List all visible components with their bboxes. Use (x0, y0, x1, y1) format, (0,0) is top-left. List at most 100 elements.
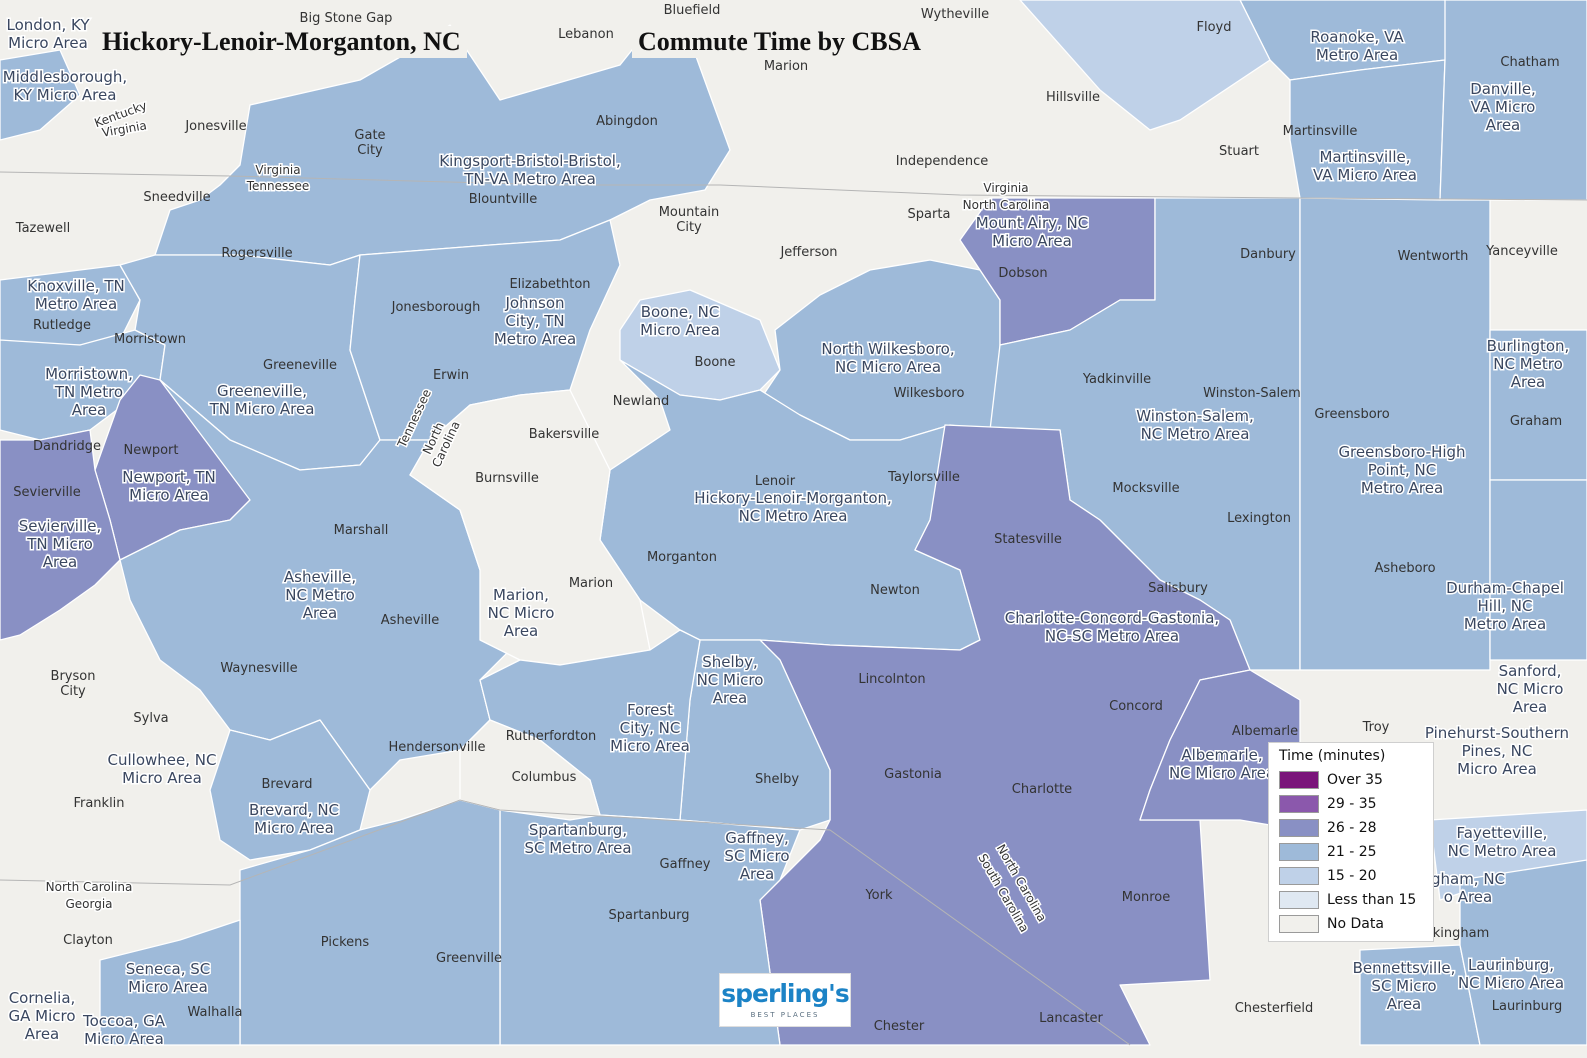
city-label: Concord (1109, 699, 1163, 714)
city-label: Marion (764, 59, 808, 74)
city-label: Greenville (436, 951, 502, 966)
legend-row: 15 - 20 (1279, 866, 1377, 886)
region-charlotte (759, 424, 1251, 1046)
area-label: Newport, TN Micro Area (122, 468, 215, 504)
border-va-tn (0, 171, 720, 186)
city-label: Mountain City (659, 205, 720, 235)
city-label: Newport (123, 443, 178, 458)
area-label: Durham-Chapel Hill, NC Metro Area (1446, 579, 1564, 633)
city-label: Morristown (114, 332, 186, 347)
area-label: Roanoke, VA Metro Area (1310, 28, 1404, 64)
city-label: York (864, 888, 893, 903)
region-seneca (99, 919, 241, 1046)
area-label: Greensboro-High Point, NC Metro Area (1338, 443, 1465, 497)
city-label: Erwin (433, 368, 469, 383)
legend-row: Less than 15 (1279, 890, 1416, 910)
city-label: Clayton (63, 933, 113, 948)
city-label: Hendersonville (388, 740, 485, 755)
city-label: Abingdon (596, 114, 658, 129)
city-label: Shelby (755, 772, 799, 787)
region-laurinburg (1459, 859, 1587, 1046)
city-label: Jefferson (779, 245, 837, 260)
region-albemarle (1139, 669, 1301, 831)
area-label: Cornelia, GA Micro Area (8, 989, 75, 1043)
city-label: Graham (1510, 414, 1562, 429)
legend-label: 15 - 20 (1327, 868, 1377, 884)
city-label: Marshall (334, 523, 389, 538)
region-burlington (1489, 329, 1587, 481)
city-label: Brevard (261, 777, 312, 792)
legend-label: 26 - 28 (1327, 820, 1377, 836)
city-label: Dobson (998, 266, 1047, 281)
city-label: Spartanburg (609, 908, 690, 923)
area-label: Marion, NC Micro Area (488, 586, 555, 640)
region-middlesborough (0, 49, 81, 141)
area-label: Kingsport-Bristol-Bristol, TN-VA Metro Ar… (439, 152, 620, 188)
legend-title: Time (minutes) (1279, 748, 1386, 764)
city-label: Yanceyville (1485, 244, 1558, 259)
area-label: Martinsville, VA Micro Area (1313, 148, 1417, 184)
city-label: Yadkinville (1082, 372, 1151, 387)
area-label: Pinehurst-Southern Pines, NC Micro Area (1425, 724, 1569, 778)
city-label: Albemarle (1232, 724, 1298, 739)
area-label: Spartanburg, SC Metro Area (524, 821, 631, 857)
city-label: Mocksville (1112, 481, 1179, 496)
city-label: Greensboro (1314, 407, 1389, 422)
area-label: Knoxville, TN Metro Area (27, 277, 124, 313)
city-label: Big Stone Gap (300, 11, 393, 26)
city-label: Danbury (1240, 247, 1296, 262)
city-label: Stuart (1219, 144, 1259, 159)
legend-swatch (1279, 867, 1319, 885)
area-label: Asheville, NC Metro Area (284, 568, 356, 622)
state-label: Virginia (983, 181, 1028, 195)
legend-swatch (1279, 843, 1319, 861)
legend-swatch (1279, 891, 1319, 909)
area-label: Mount Airy, NC Micro Area (976, 214, 1089, 250)
city-label: Columbus (512, 770, 577, 785)
city-label: Lebanon (558, 27, 614, 42)
area-label: Sevierville, TN Micro Area (19, 517, 102, 571)
area-label: Fayetteville, NC Metro Area (1448, 824, 1557, 860)
city-label: Winston-Salem (1203, 386, 1301, 401)
legend-label: 21 - 25 (1327, 844, 1377, 860)
area-label: Morristown, TN Metro Area (45, 365, 133, 419)
city-label: Laurinburg (1492, 999, 1563, 1014)
city-label: Sneedville (143, 190, 210, 205)
legend-label: Less than 15 (1327, 892, 1417, 908)
state-label: North Carolina (46, 880, 133, 894)
city-label: Blountville (469, 192, 538, 207)
legend: Time (minutes) Over 35 29 - 35 26 - 28 21 -… (1268, 742, 1434, 942)
city-label: Franklin (73, 796, 124, 811)
area-label: Johnson City, TN Metro Area (494, 294, 576, 348)
city-label: Walhalla (188, 1005, 243, 1020)
legend-swatch (1279, 819, 1319, 837)
city-label: Asheville (381, 613, 439, 628)
city-label: Gastonia (884, 767, 942, 782)
region-floyd (1019, 0, 1271, 131)
city-label: Boone (694, 355, 735, 370)
city-label: Pickens (321, 935, 370, 950)
city-label: Statesville (994, 532, 1062, 547)
city-label: Asheboro (1374, 561, 1435, 576)
city-label: Marion (569, 576, 613, 591)
area-label: gham, NC o Area (1431, 870, 1505, 906)
city-label: Waynesville (220, 661, 297, 676)
city-label: Tazewell (15, 221, 70, 236)
city-label: Lenoir (755, 474, 796, 489)
city-label: Morganton (647, 550, 717, 565)
city-label: Rogersville (221, 246, 292, 261)
state-label: Georgia (65, 897, 112, 911)
area-label: Danville, VA Micro Area (1470, 80, 1536, 134)
area-label: Greeneville, TN Micro Area (209, 382, 315, 418)
area-label: Albemarle, NC Micro Area (1169, 746, 1275, 782)
area-label: Brevard, NC Micro Area (249, 801, 339, 837)
legend-row: 26 - 28 (1279, 818, 1377, 838)
city-label: Rutledge (33, 318, 91, 333)
area-label: Cullowhee, NC Micro Area (108, 751, 217, 787)
area-label: Charlotte-Concord-Gastonia, NC-SC Metro A… (1005, 609, 1219, 645)
legend-row: No Data (1279, 914, 1384, 934)
city-label: Burnsville (475, 471, 539, 486)
area-label: Sanford, NC Micro Area (1497, 662, 1564, 716)
city-label: Chester (874, 1019, 925, 1034)
